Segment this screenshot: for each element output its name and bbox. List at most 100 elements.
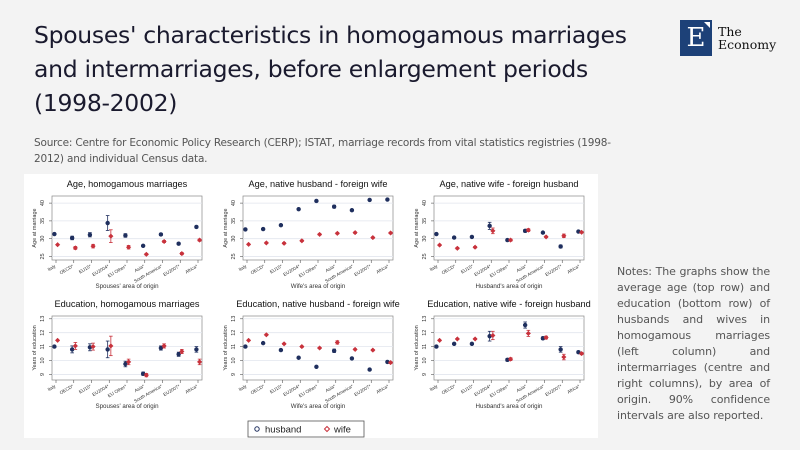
y-tick-label: 13	[40, 316, 46, 322]
wife-point	[490, 228, 496, 234]
plot-area	[433, 195, 585, 261]
husband-point	[140, 243, 146, 248]
husband-point	[194, 347, 199, 352]
husband-point	[87, 232, 93, 237]
x-tick-label: OECD*	[59, 383, 75, 395]
x-tick-label: Asia*	[133, 383, 145, 393]
source-text: Source: Centre for Economic Policy Resea…	[34, 137, 611, 165]
husband-point	[52, 344, 57, 349]
wife-point	[72, 245, 79, 251]
legend-wife-label: wife	[333, 425, 351, 436]
y-tick-label: 10	[40, 357, 46, 363]
y-tick-label: 9	[40, 373, 46, 376]
x-tick-label: EU Other*	[489, 383, 510, 398]
husband-point	[296, 206, 301, 212]
plot-area	[51, 195, 203, 261]
y-axis-label: Years of education	[414, 325, 420, 370]
wife-point	[161, 343, 167, 349]
chart-figure: Age, homogamous marriages 25 30 35 40 Age at …	[24, 174, 598, 438]
chart-panel-2: Age, native husband - foreign wife 25 30 35…	[223, 179, 394, 290]
x-tick-label: OECD*	[250, 263, 266, 275]
x-tick-label: EU2007*	[353, 383, 372, 397]
husband-point	[314, 364, 319, 369]
x-tick-label: EU15*	[269, 263, 283, 274]
x-tick-label: EU15*	[78, 383, 92, 394]
husband-point	[367, 197, 372, 203]
husband-point	[194, 224, 199, 230]
wife-point	[179, 348, 185, 355]
husband-point	[331, 204, 337, 209]
wife-point	[334, 339, 341, 346]
wife-point	[179, 250, 185, 257]
x-tick-label: EU2007*	[353, 263, 372, 277]
wife-point	[543, 234, 549, 240]
husband-point	[349, 356, 355, 361]
x-tick-label: Italy	[47, 263, 57, 272]
wife-point	[90, 343, 96, 350]
wife-point	[281, 240, 287, 246]
wife-point	[161, 238, 167, 245]
x-tick-label: OECD*	[250, 383, 266, 395]
x-tick-label: Africa*	[566, 263, 580, 274]
wife-point	[472, 244, 478, 250]
x-axis-label: Spouses' area of origin	[95, 283, 159, 290]
x-tick-label: EU2007*	[544, 383, 563, 397]
logo-line-2: Economy	[718, 37, 777, 52]
wife-point	[490, 332, 496, 339]
wife-point	[299, 343, 305, 350]
husband-point	[123, 233, 128, 238]
husband-point	[105, 220, 110, 226]
x-tick-label: Africa*	[375, 263, 389, 274]
wife-point	[316, 231, 323, 238]
y-tick-label: 40	[422, 200, 428, 206]
logo-line-1: The	[718, 24, 742, 39]
y-axis-label: Age at marriage	[414, 208, 420, 247]
husband-point	[243, 344, 248, 349]
y-tick-label: 12	[231, 330, 237, 336]
the-economy-logo[interactable]: E The Economy	[680, 20, 776, 56]
x-tick-label: OECD*	[59, 263, 75, 275]
x-tick-label: Asia*	[324, 383, 336, 393]
y-tick-label: 12	[40, 330, 46, 336]
y-tick-label: 9	[231, 373, 237, 376]
x-tick-label: EU Other*	[107, 263, 128, 278]
husband-point	[469, 234, 475, 240]
husband-point	[296, 355, 301, 360]
husband-point	[278, 222, 284, 228]
husband-point	[123, 361, 128, 367]
wife-point	[245, 337, 252, 344]
y-tick-label: 10	[422, 357, 428, 363]
y-tick-label: 40	[231, 200, 237, 206]
x-tick-label: Italy	[429, 263, 439, 272]
x-tick-label: Africa*	[375, 383, 389, 394]
y-tick-label: 13	[231, 316, 237, 322]
wife-point	[54, 242, 61, 248]
husband-point	[367, 367, 372, 372]
husband-point	[469, 341, 475, 347]
wife-point	[525, 330, 532, 337]
husband-point	[69, 347, 75, 352]
y-axis-label: Years of education	[223, 325, 229, 370]
y-axis-label: Years of education	[32, 325, 38, 370]
wife-point	[316, 345, 323, 351]
x-tick-label: EU Other*	[298, 263, 319, 278]
wife-point	[245, 241, 252, 248]
x-tick-label: EU Other*	[107, 383, 128, 398]
panel-title: Education, homogamous marriages	[54, 299, 199, 309]
wife-point	[525, 227, 532, 233]
wife-point	[454, 336, 461, 342]
husband-point	[176, 241, 181, 246]
y-tick-label: 13	[422, 316, 428, 322]
y-tick-label: 25	[422, 253, 428, 259]
wife-point	[334, 230, 341, 236]
x-tick-label: Africa*	[184, 263, 198, 274]
logo-letter: E	[686, 23, 706, 53]
x-tick-label: EU15*	[269, 383, 283, 394]
x-axis-label: Spouses' area of origin	[95, 403, 159, 410]
wife-point	[108, 343, 114, 349]
husband-point	[69, 235, 75, 241]
wife-point	[561, 233, 567, 239]
x-tick-label: EU Other*	[298, 383, 319, 398]
